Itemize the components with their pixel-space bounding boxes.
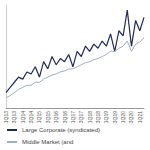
svg-text:3Q14: 3Q14: [28, 111, 34, 123]
svg-text:3Q20: 3Q20: [128, 111, 134, 123]
svg-text:1Q13: 1Q13: [3, 111, 9, 123]
svg-text:1Q20: 1Q20: [120, 111, 126, 123]
svg-text:3Q18: 3Q18: [95, 111, 101, 123]
svg-text:1Q21: 1Q21: [137, 111, 143, 123]
svg-text:Middle Market (and: Middle Market (and: [22, 139, 73, 145]
svg-text:3Q19: 3Q19: [112, 111, 118, 123]
svg-text:1Q17: 1Q17: [70, 111, 76, 123]
svg-text:1Q19: 1Q19: [103, 111, 109, 123]
svg-text:1Q14: 1Q14: [20, 111, 26, 123]
svg-text:1Q16: 1Q16: [53, 111, 59, 123]
svg-text:1Q18: 1Q18: [87, 111, 93, 123]
svg-text:Large Corporate (syndicated): Large Corporate (syndicated): [22, 127, 100, 133]
svg-text:1Q15: 1Q15: [36, 111, 42, 123]
svg-text:3Q13: 3Q13: [11, 111, 17, 123]
svg-text:3Q17: 3Q17: [78, 111, 84, 123]
svg-text:3Q16: 3Q16: [62, 111, 68, 123]
svg-text:3Q15: 3Q15: [45, 111, 51, 123]
